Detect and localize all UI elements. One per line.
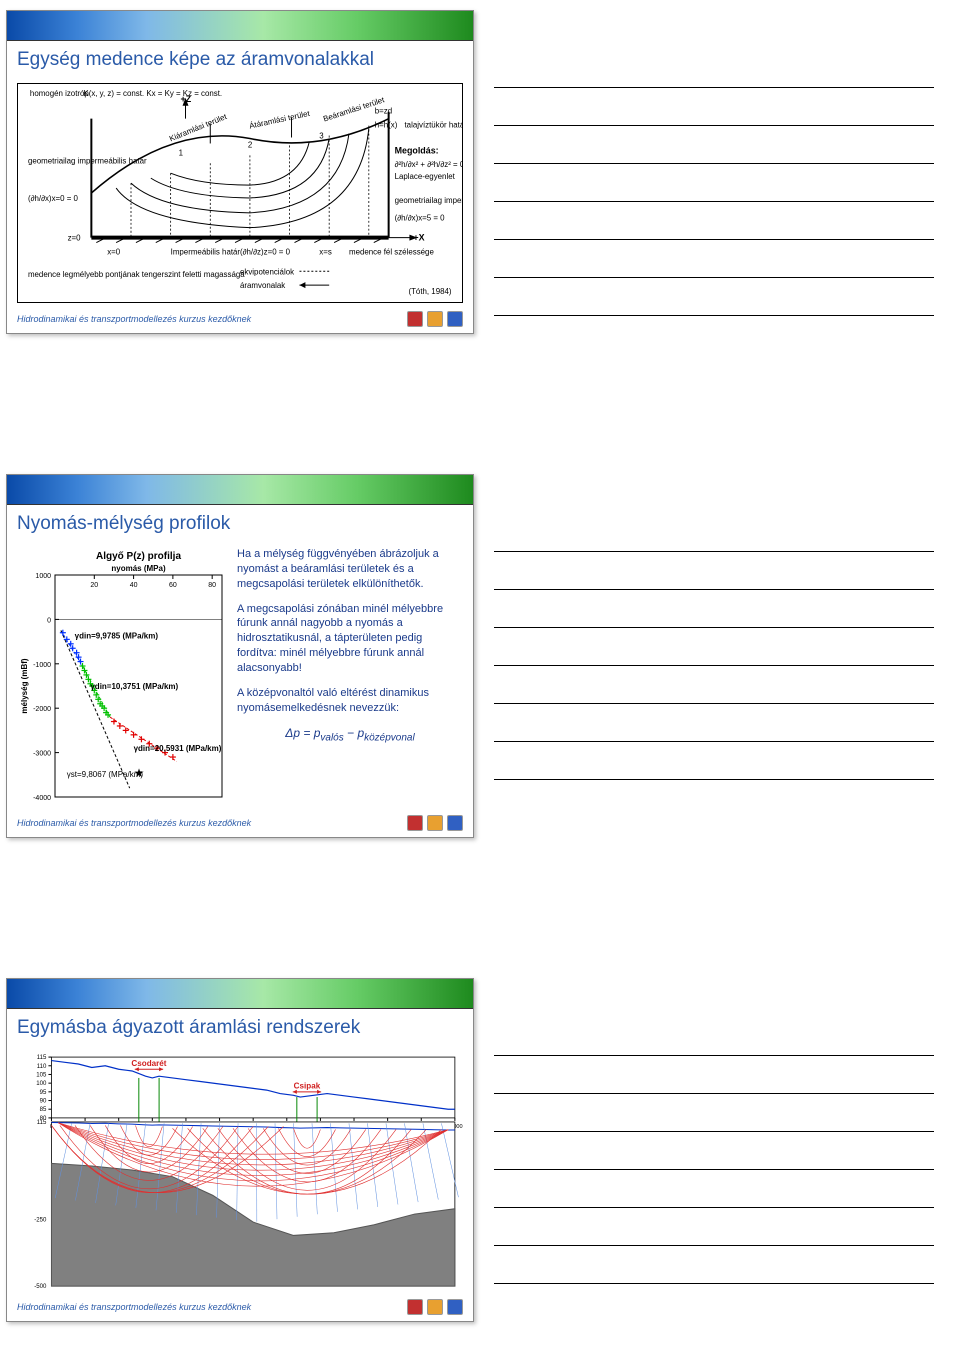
slide-3-title: Egymásba ágyazott áramlási rendszerek (7, 1009, 473, 1045)
svg-text:-2000: -2000 (33, 706, 51, 713)
basin-flow-diagram: homogén izotróp K(x, y, z) = const. Kx =… (17, 83, 463, 303)
slide-header-gradient (7, 475, 473, 505)
svg-text:1: 1 (179, 148, 184, 157)
footer-icons (407, 815, 463, 831)
footer-icon-3 (447, 1299, 463, 1315)
slide-header-gradient (7, 979, 473, 1009)
slide-2: Nyomás-mélység profilok Algyő P(z) profi… (6, 474, 474, 838)
svg-text:Algyő P(z) profilja: Algyő P(z) profilja (96, 551, 181, 562)
lbl-hhb: h=h(x) (375, 121, 398, 130)
lbl-ekvipot: ekvipotenciálok (240, 267, 294, 276)
notes-col-3 (494, 978, 934, 1322)
svg-text:1000: 1000 (35, 573, 51, 580)
footer-icon-2 (427, 311, 443, 327)
lbl-imperm: Impermeábilis határ (171, 247, 241, 256)
svg-text:★: ★ (134, 766, 145, 780)
svg-text:nyomás (MPa): nyomás (MPa) (111, 564, 166, 573)
footer-icon-2 (427, 1299, 443, 1315)
svg-text:105: 105 (36, 1071, 47, 1078)
svg-text:20: 20 (90, 582, 98, 589)
lbl-x0: x=0 (107, 247, 121, 256)
svg-text:γdin=9,9785 (MPa/km): γdin=9,9785 (MPa/km) (75, 632, 159, 641)
footer-text: Hidrodinamikai és transzportmodellezés k… (17, 818, 251, 828)
footer-icons (407, 1299, 463, 1315)
svg-text:-1000: -1000 (33, 662, 51, 669)
notes-col-2 (494, 474, 934, 838)
footer-icon-1 (407, 311, 423, 327)
svg-text:40: 40 (130, 582, 138, 589)
svg-text:-4000: -4000 (33, 795, 51, 802)
svg-text:-3000: -3000 (33, 751, 51, 758)
svg-text:γdin=10,3751 (MPa/km): γdin=10,3751 (MPa/km) (90, 682, 178, 691)
lbl-homogen: homogén izotróp (30, 89, 90, 98)
lbl-z0: z=0 (68, 234, 82, 243)
lbl-dhx5: (∂h/∂x)x=5 = 0 (395, 214, 446, 223)
footer-text: Hidrodinamikai és transzportmodellezés k… (17, 314, 251, 324)
lbl-cite: (Tóth, 1984) (408, 287, 451, 296)
slide-1: Egység medence képe az áramvonalakkal ho… (6, 10, 474, 334)
footer-text: Hidrodinamikai és transzportmodellezés k… (17, 1302, 251, 1312)
svg-text:80: 80 (208, 582, 216, 589)
svg-text:Csodarét: Csodarét (131, 1059, 166, 1068)
svg-text:3: 3 (319, 132, 324, 141)
s2-p3: A középvonaltól való eltérést dinamikus … (237, 686, 463, 716)
notes-col-1 (494, 10, 934, 334)
lbl-laplace: ∂²h/∂x² + ∂²h/∂z² = 0 (395, 160, 462, 169)
lbl-aramvonal: áramvonalak (240, 281, 285, 290)
pressure-depth-chart: Algyő P(z) profilja nyomás (MPa) 20 40 60 80 1… (17, 547, 227, 807)
lbl-dhz0: (∂h/∂z)z=0 = 0 (240, 247, 291, 256)
svg-text:Csipak: Csipak (294, 1081, 321, 1090)
svg-text:0: 0 (47, 617, 51, 624)
lbl-dhx0: (∂h/∂x)x=0 = 0 (28, 194, 79, 203)
nested-flow-systems-chart: 80859095100105110115CsodarétCsipak010002… (17, 1051, 463, 1291)
svg-text:110: 110 (37, 1063, 47, 1070)
slide-1-title: Egység medence képe az áramvonalakkal (7, 41, 473, 77)
footer-icon-2 (427, 815, 443, 831)
lbl-geom-right: geometriailag impermeábilis határ (395, 196, 462, 205)
svg-text:2: 2 (248, 140, 252, 149)
svg-text:γst=9,8067 (MPa/km): γst=9,8067 (MPa/km) (67, 770, 144, 779)
slide-header-gradient (7, 11, 473, 41)
lbl-geom-left: geometriailag impermeábilis határ (28, 156, 147, 165)
s2-p2: A megcsapolási zónában minél mélyebbre f… (237, 602, 463, 676)
lbl-kcond: K(x, y, z) = const. Kx = Ky = Kz = const… (83, 89, 222, 98)
slide-3: Egymásba ágyazott áramlási rendszerek 80… (6, 978, 474, 1322)
svg-text:115: 115 (37, 1119, 47, 1126)
footer-icon-3 (447, 311, 463, 327)
svg-text:-500: -500 (34, 1283, 47, 1290)
svg-text:100: 100 (36, 1080, 47, 1087)
footer-icon-1 (407, 815, 423, 831)
svg-text:-250: -250 (34, 1216, 47, 1223)
svg-text:mélység (mBf): mélység (mBf) (20, 658, 29, 713)
lbl-xs: x=s (319, 247, 332, 256)
footer-icon-3 (447, 815, 463, 831)
svg-text:115: 115 (37, 1054, 47, 1061)
lbl-talaj: talajvíztükör határ (404, 121, 462, 130)
lbl-megoldas: Megoldás: (395, 145, 439, 155)
svg-text:90: 90 (40, 1098, 47, 1105)
footer-icon-1 (407, 1299, 423, 1315)
svg-text:95: 95 (40, 1089, 47, 1096)
footer-icons (407, 311, 463, 327)
slide-2-title: Nyomás-mélység profilok (7, 505, 473, 541)
slide-2-text: Ha a mélység függvényében ábrázoljuk a n… (237, 547, 463, 807)
svg-text:γdin=20,5931 (MPa/km): γdin=20,5931 (MPa/km) (134, 744, 222, 753)
svg-text:60: 60 (169, 582, 177, 589)
svg-text:85: 85 (40, 1106, 47, 1113)
lbl-laplace-name: Laplace-egyenlet (395, 172, 456, 181)
s2-p1: Ha a mélység függvényében ábrázoljuk a n… (237, 547, 463, 592)
lbl-medfel: medence fél szélessége (349, 247, 434, 256)
lbl-medlegm: medence legmélyebb pontjának tengerszint… (28, 270, 245, 279)
s2-eq: Δp = pvalós − pközépvonal (237, 725, 463, 745)
